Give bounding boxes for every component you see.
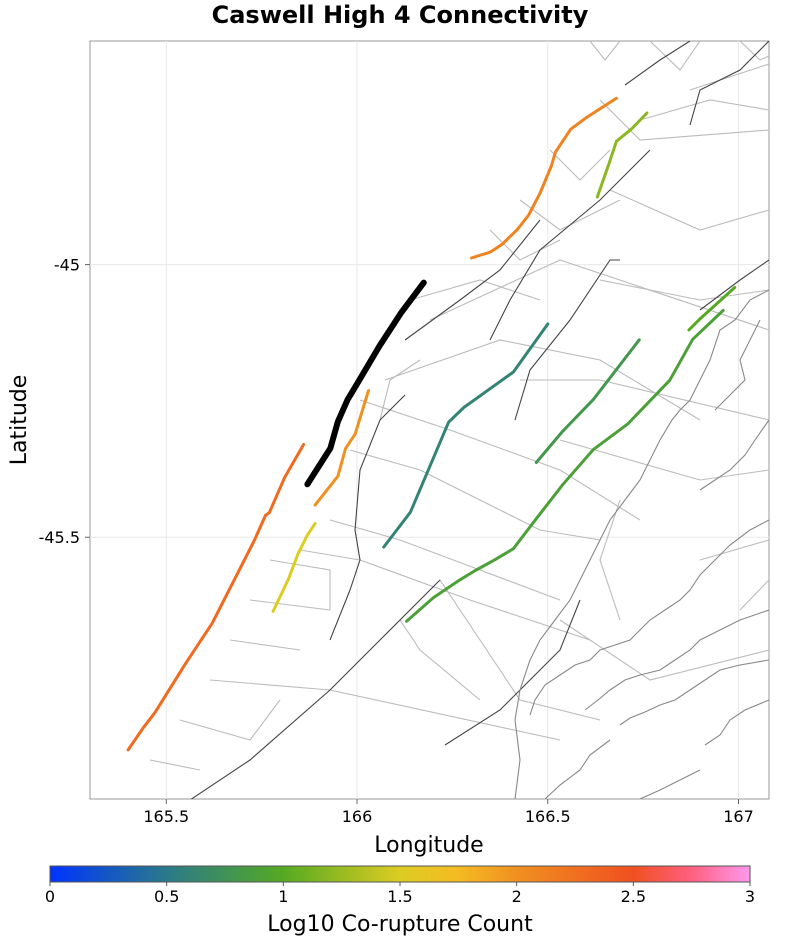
target-fault-trace bbox=[304, 279, 427, 488]
background-fault-trace bbox=[229, 639, 301, 651]
coastline bbox=[514, 289, 769, 799]
coastline-path bbox=[639, 769, 701, 799]
gridlines bbox=[90, 41, 769, 799]
background-fault-trace bbox=[589, 41, 621, 61]
plot-area bbox=[89, 40, 770, 800]
connected-fault-trace bbox=[405, 308, 725, 623]
connected-fault-trace bbox=[534, 338, 641, 464]
background-fault-trace bbox=[489, 229, 561, 261]
connected-fault-trace bbox=[313, 389, 370, 507]
background-fault-trace bbox=[409, 279, 541, 301]
background-fault-trace bbox=[179, 699, 281, 741]
y-tick-label: -45.5 bbox=[39, 528, 80, 547]
coastline-path bbox=[529, 519, 769, 716]
background-fault-trace bbox=[379, 359, 421, 421]
x-tick-label: 166 bbox=[342, 807, 373, 826]
background-fault-trace bbox=[559, 619, 769, 681]
background-fault-trace bbox=[699, 539, 769, 561]
connected-fault-trace bbox=[470, 96, 618, 260]
x-axis-label: Longitude bbox=[374, 833, 483, 858]
background-fault-trace bbox=[624, 41, 691, 86]
coastline-path bbox=[619, 659, 769, 726]
colorbar-tick-label: 2.5 bbox=[621, 887, 646, 906]
background-faults bbox=[149, 41, 769, 771]
background-fault-trace bbox=[329, 519, 561, 601]
coastline-path bbox=[704, 699, 769, 746]
x-tick-label: 167 bbox=[723, 807, 754, 826]
background-fault-trace bbox=[739, 41, 769, 61]
coastline-path bbox=[544, 739, 611, 799]
connected-fault-trace bbox=[687, 286, 737, 332]
y-axis-label: Latitude bbox=[7, 375, 32, 466]
background-fault-trace bbox=[599, 499, 621, 621]
colorbar bbox=[49, 865, 751, 883]
background-fault-trace bbox=[349, 449, 601, 541]
background-fault-trace bbox=[639, 99, 769, 121]
background-fault-trace bbox=[404, 219, 541, 341]
background-faults-dark bbox=[190, 41, 769, 799]
colorbar-tick-label: 1.5 bbox=[387, 887, 412, 906]
background-fault-trace bbox=[439, 579, 601, 721]
background-fault-trace bbox=[689, 41, 769, 126]
background-fault-trace bbox=[299, 549, 591, 641]
background-fault-trace bbox=[514, 259, 620, 421]
background-fault-trace bbox=[689, 63, 769, 91]
connected-fault-trace bbox=[271, 522, 317, 613]
colorbar-tick-label: 3 bbox=[745, 887, 755, 906]
colorbar-tick-label: 0 bbox=[45, 887, 55, 906]
background-fault-trace bbox=[329, 394, 406, 641]
connected-faults bbox=[126, 96, 737, 752]
background-fault-trace bbox=[444, 599, 581, 746]
background-fault-trace bbox=[609, 189, 769, 231]
background-fault-trace bbox=[519, 199, 621, 231]
background-fault-trace bbox=[359, 399, 641, 521]
coastline-path bbox=[714, 319, 761, 411]
background-fault-trace bbox=[599, 279, 769, 301]
coastline-path bbox=[584, 609, 769, 711]
colorbar-ticks: 0 0.5 1 1.5 2 2.5 3 bbox=[45, 882, 755, 906]
y-axis: -45 -45.5 bbox=[39, 256, 90, 547]
y-tick-label: -45 bbox=[54, 256, 80, 275]
background-fault-trace bbox=[549, 149, 611, 181]
connected-fault-trace bbox=[595, 111, 649, 199]
x-axis: 165.5 166 166.5 167 bbox=[143, 799, 754, 826]
background-fault-trace bbox=[699, 259, 769, 311]
coastline-path bbox=[514, 289, 769, 799]
background-fault-trace bbox=[429, 259, 769, 331]
background-fault-trace bbox=[649, 41, 701, 71]
background-fault-trace bbox=[559, 439, 769, 481]
colorbar-tick-label: 2 bbox=[512, 887, 522, 906]
colorbar-label: Log10 Co-rupture Count bbox=[267, 912, 533, 937]
background-fault-trace bbox=[249, 599, 331, 611]
background-fault-trace bbox=[520, 379, 769, 421]
x-tick-label: 166.5 bbox=[525, 807, 571, 826]
colorbar-tick-label: 1 bbox=[278, 887, 288, 906]
background-fault-trace bbox=[269, 559, 331, 610]
colorbar-tick-label: 0.5 bbox=[154, 887, 179, 906]
background-fault-trace bbox=[599, 99, 769, 141]
connected-fault-trace bbox=[126, 443, 306, 752]
background-fault-trace bbox=[739, 579, 769, 611]
background-fault-trace bbox=[399, 619, 481, 701]
x-tick-label: 165.5 bbox=[143, 807, 189, 826]
coastline-path bbox=[699, 419, 769, 491]
target-fault bbox=[304, 279, 427, 488]
background-fault-trace bbox=[489, 149, 651, 341]
background-fault-trace bbox=[384, 339, 701, 421]
connected-fault-trace bbox=[382, 322, 550, 549]
chart-title: Caswell High 4 Connectivity bbox=[212, 1, 589, 29]
background-fault-trace bbox=[190, 579, 441, 799]
background-fault-trace bbox=[149, 759, 201, 771]
